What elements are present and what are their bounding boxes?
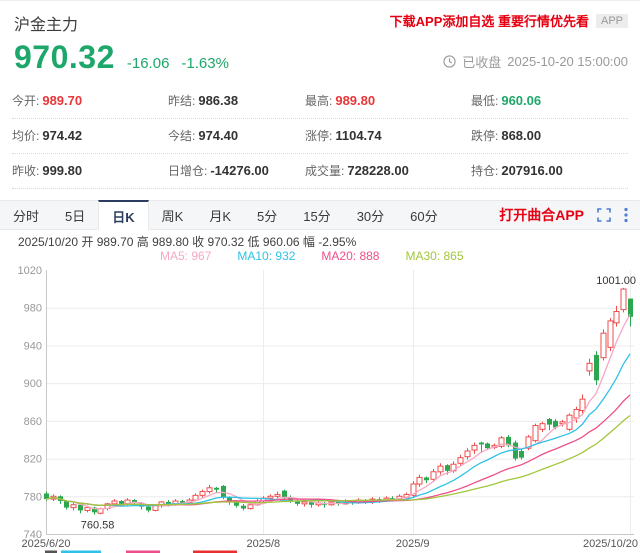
stat-oi-change: -14276.00 [210, 163, 269, 178]
stat-label: 今开: [12, 94, 40, 108]
clock-icon [443, 55, 456, 68]
tab-30min[interactable]: 30分 [356, 208, 385, 224]
stats-grid: 今开: 989.70 昨结: 986.38 最高: 989.80 最低: 960.06 … [12, 84, 628, 189]
price-group: 970.32 -16.06 -1.63% [14, 39, 229, 76]
open-app-link[interactable]: 打开曲合APP [499, 207, 584, 223]
ohlc-readout: 2025/10/20 开 989.70 高 989.80 收 970.32 低 … [18, 235, 357, 249]
stat-label: 持仓: [471, 164, 499, 178]
promo-text: 下载APP添加自选 重要行情优先看 [389, 14, 589, 29]
stats-row: 均价: 974.42 今结: 974.40 涨停: 1104.74 跌停: 868.00 [12, 119, 628, 154]
stat-low: 960.06 [501, 93, 542, 108]
stat-volume: 728228.00 [347, 163, 409, 178]
last-price: 970.32 [14, 39, 115, 75]
stats-row: 昨收: 999.80 日增仓: -14276.00 成交量: 728228.00 持仓… [12, 154, 628, 189]
more-options-button[interactable] [624, 207, 628, 223]
download-app-promo[interactable]: 下载APP添加自选 重要行情优先看 APP [390, 11, 628, 30]
stat-label: 最低: [471, 94, 499, 108]
stat-prev-settle: 986.38 [198, 93, 239, 108]
tab-5min[interactable]: 5分 [256, 208, 278, 224]
stat-limit-up: 1104.74 [335, 128, 382, 143]
ma-legend: MA5: 967 MA10: 932 MA20: 888 MA30: 865 [18, 250, 640, 263]
tab-minute[interactable]: 分时 [13, 208, 40, 224]
tab-5day[interactable]: 5日 [65, 208, 86, 224]
stat-label: 昨结: [168, 94, 196, 108]
stat-label: 均价: [12, 129, 40, 143]
ma30-legend: MA30: 865 [405, 249, 464, 263]
chart-meta: 2025/10/20 开 989.70 高 989.80 收 970.32 低 … [0, 230, 640, 263]
stat-high: 989.80 [335, 93, 376, 108]
app-badge: APP [595, 13, 628, 28]
quote-datetime: 2025-10-20 15:00:00 [507, 54, 628, 69]
fullscreen-icon [597, 208, 611, 222]
stat-label: 日增仓: [168, 164, 208, 178]
ma20-legend: MA20: 888 [321, 249, 380, 263]
stat-limit-down: 868.00 [501, 128, 542, 143]
stat-label: 跌停: [471, 129, 499, 143]
stat-label: 最高: [305, 94, 333, 108]
tab-monthly-k[interactable]: 月K [209, 208, 231, 224]
kline-chart-canvas[interactable] [0, 264, 640, 553]
stat-label: 昨收: [12, 164, 40, 178]
page-title: 沪金主力 [14, 17, 79, 34]
fullscreen-button[interactable] [597, 208, 611, 222]
price-change: -16.06 [126, 55, 170, 72]
stat-settle: 974.40 [198, 128, 239, 143]
tab-weekly-k[interactable]: 周K [161, 208, 184, 224]
market-status-label: 已收盘 [462, 55, 502, 70]
stat-label: 成交量: [305, 164, 345, 178]
kebab-menu-icon [624, 207, 628, 223]
stat-label: 涨停: [305, 129, 333, 143]
stat-avg-price: 974.42 [42, 128, 83, 143]
stat-open: 989.70 [42, 93, 83, 108]
tab-daily-k[interactable]: 日K [98, 200, 149, 230]
stat-prev-close: 999.80 [42, 163, 83, 178]
tab-15min[interactable]: 15分 [303, 208, 331, 224]
stat-label: 今结: [168, 129, 196, 143]
stats-row: 今开: 989.70 昨结: 986.38 最高: 989.80 最低: 960.06 [12, 84, 628, 119]
period-tabbar: 分时 5日 日K 周K 月K 5分 15分 30分 60分 打开曲合APP [0, 200, 640, 230]
stat-open-interest: 207916.00 [501, 163, 563, 178]
tab-60min[interactable]: 60分 [410, 208, 438, 224]
market-status: 已收盘 2025-10-20 15:00:00 [443, 52, 628, 71]
quote-header: 沪金主力 下载APP添加自选 重要行情优先看 APP 970.32 -16.06… [0, 1, 640, 76]
ma5-legend: MA5: 967 [160, 249, 212, 263]
price-change-pct: -1.63% [181, 55, 229, 72]
kline-chart-area[interactable] [0, 264, 640, 553]
ma10-legend: MA10: 932 [237, 249, 296, 263]
